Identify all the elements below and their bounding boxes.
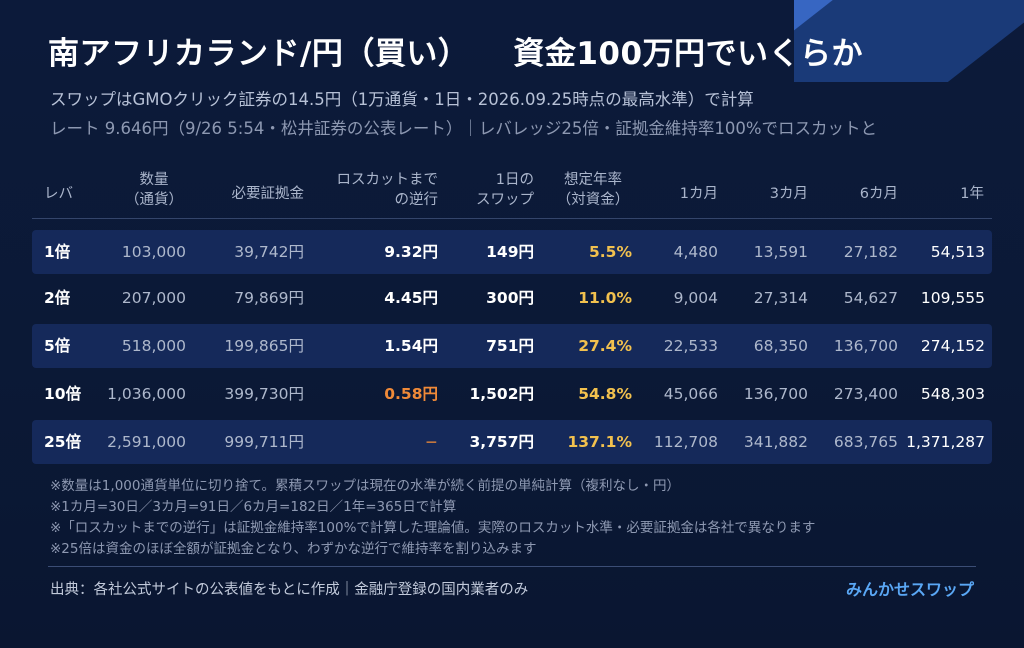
cell-loss: 4.45円 (384, 289, 438, 307)
cell-rate: 137.1% (567, 433, 632, 451)
header-margin: 必要証拠金 (231, 186, 305, 202)
cell-m1: 4,480 (673, 243, 718, 261)
subtitle-line1: スワップはGMOクリック証券の14.5円（1万通貨・1日・2026.09.25時… (50, 90, 754, 109)
cell-m3: 68,350 (753, 337, 808, 355)
cell-swap: 751円 (486, 337, 534, 355)
table-row: 2倍 207,000 79,869円 4.45円 300円 11.0% 9,00… (32, 276, 992, 320)
cell-rate: 5.5% (589, 243, 632, 261)
cell-swap: 1,502円 (469, 385, 534, 403)
cell-y1: 1,371,287 (906, 433, 985, 451)
cell-m6: 136,700 (833, 337, 898, 355)
cell-loss: 9.32円 (384, 243, 438, 261)
header-m1: 1カ月 (679, 186, 718, 202)
header-rate-line2: （対資金） (556, 192, 630, 208)
header-qty: 数量 （通貨） (124, 170, 184, 210)
cell-m6: 54,627 (843, 289, 898, 307)
note-line: ※25倍は資金のほぼ全額が証拠金となり、わずかな逆行で維持率を割り込みます (50, 541, 537, 557)
cell-margin: 39,742円 (234, 243, 304, 261)
title-main: 南アフリカランド/円（買い） (48, 36, 470, 72)
header-m6: 6カ月 (859, 186, 898, 202)
cell-m6: 273,400 (833, 385, 898, 403)
cell-swap: 3,757円 (469, 433, 534, 451)
cell-m1: 22,533 (663, 337, 718, 355)
subtitle-line2: レート 9.646円（9/26 5:54・松井証券の公表レート）｜レバレッジ25… (50, 119, 877, 138)
cell-y1: 274,152 (920, 337, 985, 355)
cell-lev: 5倍 (44, 337, 71, 355)
cell-m1: 9,004 (673, 289, 718, 307)
cell-qty: 207,000 (121, 289, 186, 307)
table-header: レバ 数量 （通貨） 必要証拠金 ロスカットまで の逆行 1日の スワップ 想定… (32, 170, 992, 219)
cell-m3: 27,314 (753, 289, 808, 307)
table-row: 1倍 103,000 39,742円 9.32円 149円 5.5% 4,480… (32, 230, 992, 274)
cell-lev: 2倍 (44, 289, 71, 307)
table-row: 25倍 2,591,000 999,711円 − 3,757円 137.1% 1… (32, 420, 992, 464)
cell-rate: 11.0% (578, 289, 632, 307)
cell-rate: 54.8% (578, 385, 632, 403)
footer-divider (48, 566, 976, 567)
table-row: 10倍 1,036,000 399,730円 0.58円 1,502円 54.8… (32, 372, 992, 416)
table-row: 5倍 518,000 199,865円 1.54円 751円 27.4% 22,… (32, 324, 992, 368)
header-rate-line1: 想定年率 (564, 172, 622, 188)
cell-y1: 548,303 (920, 385, 985, 403)
header-qty-line2: （通貨） (125, 192, 183, 208)
header-swap-line1: 1日の (495, 172, 534, 188)
cell-swap: 149円 (486, 243, 534, 261)
cell-qty: 518,000 (121, 337, 186, 355)
cell-lev: 25倍 (44, 433, 82, 451)
cell-margin: 199,865円 (224, 337, 304, 355)
cell-m3: 13,591 (753, 243, 808, 261)
cell-m6: 683,765 (833, 433, 898, 451)
note-line: ※「ロスカットまでの逆行」は証拠金維持率100%で計算した理論値。実際のロスカッ… (50, 520, 816, 536)
notes: ※数量は1,000通貨単位に切り捨て。累積スワップは現在の水準が続く前提の単純計… (50, 476, 815, 560)
cell-lev: 1倍 (44, 243, 71, 261)
cell-lev: 10倍 (44, 385, 82, 403)
cell-rate: 27.4% (578, 337, 632, 355)
note-line: ※数量は1,000通貨単位に切り捨て。累積スワップは現在の水準が続く前提の単純計… (50, 478, 681, 494)
page-title: 南アフリカランド/円（買い） 資金100万円でいくらか (48, 28, 863, 73)
cell-margin: 999,711円 (224, 433, 304, 451)
cell-swap: 300円 (486, 289, 534, 307)
cell-m1: 112,708 (653, 433, 718, 451)
source-text: 出典：各社公式サイトの公表値をもとに作成｜金融庁登録の国内業者のみ (50, 582, 529, 598)
header-loss-line2: の逆行 (394, 192, 439, 208)
title-right: 資金100万円でいくらか (513, 36, 864, 72)
cell-m6: 27,182 (843, 243, 898, 261)
cell-qty: 2,591,000 (107, 433, 186, 451)
cell-loss: 0.58円 (384, 385, 438, 403)
header-rate: 想定年率 （対資金） (552, 170, 634, 210)
header-qty-line1: 数量 (139, 172, 169, 188)
header-swap-line2: スワップ (476, 192, 534, 208)
cell-loss: 1.54円 (384, 337, 438, 355)
cell-y1: 54,513 (930, 243, 985, 261)
cell-m1: 45,066 (663, 385, 718, 403)
header-loss: ロスカットまで の逆行 (312, 170, 439, 210)
cell-y1: 109,555 (920, 289, 985, 307)
header-y1: 1年 (960, 186, 984, 202)
cell-m3: 341,882 (743, 433, 808, 451)
cell-margin: 399,730円 (224, 385, 304, 403)
header-lev: レバ (44, 186, 73, 202)
note-line: ※1カ月=30日／3カ月=91日／6カ月=182日／1年=365日で計算 (50, 499, 457, 515)
cell-loss: − (425, 433, 438, 451)
header-m3: 3カ月 (769, 186, 808, 202)
header-loss-line1: ロスカットまで (336, 172, 439, 188)
cell-m3: 136,700 (743, 385, 808, 403)
brand-logo-text: みんかせスワップ (845, 580, 974, 599)
cell-margin: 79,869円 (234, 289, 304, 307)
cell-qty: 103,000 (121, 243, 186, 261)
header-swap: 1日の スワップ (462, 170, 534, 210)
cell-qty: 1,036,000 (107, 385, 186, 403)
